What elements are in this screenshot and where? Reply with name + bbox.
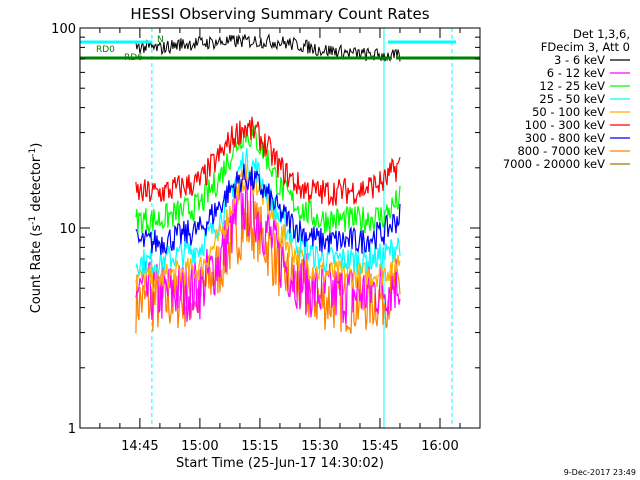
y-tick-label-1: 10: [59, 222, 76, 237]
y-axis-label-superscript-2: -1: [28, 148, 38, 157]
x-tick-label-2: 15:15: [241, 439, 278, 454]
legend-entry-0: 3 - 6 keV: [554, 53, 605, 67]
legend-entry-5: 100 - 300 keV: [525, 118, 605, 132]
series-group: [135, 33, 401, 334]
y-axis-label-part-3: ): [29, 143, 44, 148]
x-tick-label-5: 16:00: [421, 439, 458, 454]
series-line-2: [135, 125, 401, 234]
x-axis-label: Start Time (25-Jun-17 14:30:02): [176, 456, 384, 471]
y-tick-label-0: 1: [68, 422, 76, 437]
legend-header-1: FDecim 3, Att 0: [541, 40, 630, 54]
series-line-4: [135, 164, 401, 294]
legend-entry-8: 7000 - 20000 keV: [503, 157, 605, 171]
series-line-5: [135, 116, 401, 207]
axes-group: 14:45 15:00 15:15 15:30 15:45 16:00 1 10 100: [51, 22, 481, 454]
legend-entry-7: 800 - 7000 keV: [517, 144, 605, 158]
rd0-label: RD0: [96, 45, 115, 55]
y-tick-label-2: 100: [51, 22, 76, 37]
x-tick-label-4: 15:45: [361, 439, 398, 454]
x-tick-label-1: 15:00: [181, 439, 218, 454]
y-axis-label-part-1: Count Rate (s: [29, 225, 44, 314]
legend-header-0: Det 1,3,6,: [573, 27, 630, 41]
series-line-6: [135, 163, 401, 255]
chart-title: HESSI Observing Summary Count Rates: [130, 5, 429, 23]
y-axis-label: Count Rate (s-1 detector-1): [28, 143, 44, 314]
series-line-7: [135, 200, 401, 334]
legend-entry-3: 25 - 50 keV: [539, 92, 605, 106]
status-flags: RD0 RD6 N: [79, 35, 480, 63]
legend-entry-1: 6 - 12 keV: [547, 66, 605, 80]
rd6-label: RD6: [124, 53, 143, 63]
series-line-0: [135, 33, 401, 62]
x-tick-label-0: 14:45: [121, 439, 158, 454]
x-tick-label-3: 15:30: [301, 439, 338, 454]
legend-entry-2: 12 - 25 keV: [539, 79, 605, 93]
y-axis-label-part-2: detector: [29, 156, 44, 216]
n-label: N: [157, 35, 164, 45]
legend-entry-6: 300 - 800 keV: [525, 131, 605, 145]
y-axis-label-superscript-1: -1: [28, 216, 38, 225]
footer-timestamp: 9-Dec-2017 23:49: [564, 468, 636, 477]
legend-entry-4: 50 - 100 keV: [532, 105, 605, 119]
